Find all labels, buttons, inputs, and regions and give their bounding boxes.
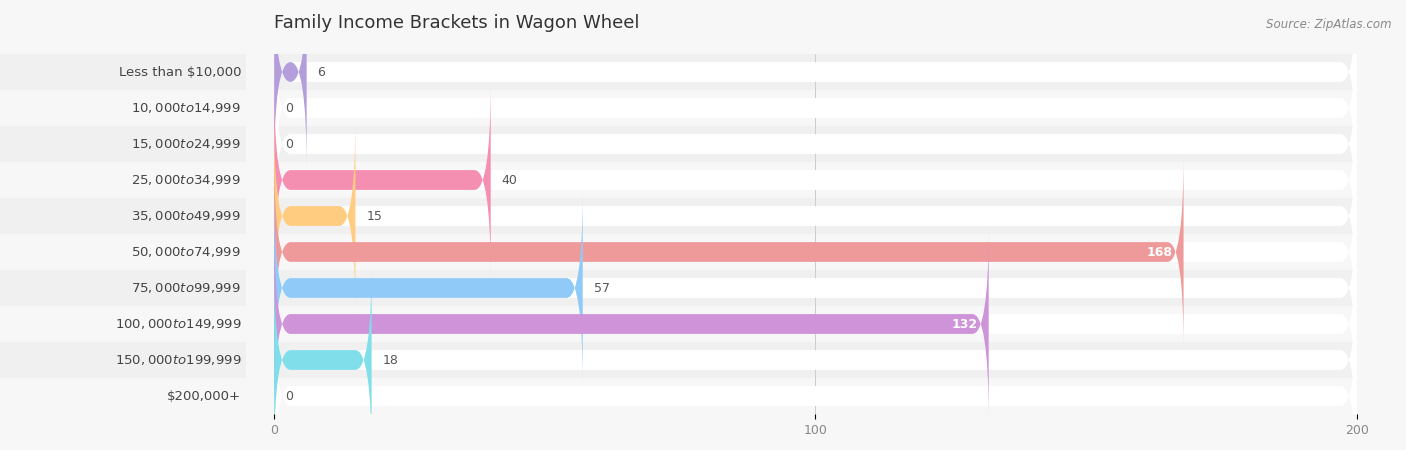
Bar xyxy=(274,90,1357,126)
FancyBboxPatch shape xyxy=(274,118,1357,314)
FancyBboxPatch shape xyxy=(274,190,1357,386)
Bar xyxy=(0,306,246,342)
FancyBboxPatch shape xyxy=(274,0,1357,170)
FancyBboxPatch shape xyxy=(274,190,582,386)
Bar xyxy=(0,342,246,378)
Bar xyxy=(274,378,1357,414)
Text: 132: 132 xyxy=(952,318,979,330)
Bar xyxy=(0,234,246,270)
Bar xyxy=(274,54,1357,90)
Text: 0: 0 xyxy=(285,102,292,114)
Text: Source: ZipAtlas.com: Source: ZipAtlas.com xyxy=(1267,18,1392,31)
FancyBboxPatch shape xyxy=(274,154,1357,350)
Text: $15,000 to $24,999: $15,000 to $24,999 xyxy=(131,137,242,151)
Text: $25,000 to $34,999: $25,000 to $34,999 xyxy=(131,173,242,187)
Bar xyxy=(0,126,246,162)
Text: $35,000 to $49,999: $35,000 to $49,999 xyxy=(131,209,242,223)
FancyBboxPatch shape xyxy=(274,226,988,422)
FancyBboxPatch shape xyxy=(274,10,1357,206)
Bar xyxy=(0,270,246,306)
Bar xyxy=(274,342,1357,378)
Bar xyxy=(274,270,1357,306)
FancyBboxPatch shape xyxy=(274,154,1184,350)
Text: $10,000 to $14,999: $10,000 to $14,999 xyxy=(131,101,242,115)
Text: Family Income Brackets in Wagon Wheel: Family Income Brackets in Wagon Wheel xyxy=(274,14,640,32)
Bar xyxy=(274,306,1357,342)
Text: 18: 18 xyxy=(382,354,398,366)
Text: 0: 0 xyxy=(285,138,292,150)
Text: 40: 40 xyxy=(502,174,517,186)
Text: $100,000 to $149,999: $100,000 to $149,999 xyxy=(115,317,242,331)
Bar xyxy=(0,162,246,198)
Text: 168: 168 xyxy=(1147,246,1173,258)
Bar xyxy=(274,198,1357,234)
Text: 6: 6 xyxy=(318,66,325,78)
Text: $200,000+: $200,000+ xyxy=(167,390,242,402)
FancyBboxPatch shape xyxy=(274,82,1357,278)
Text: Less than $10,000: Less than $10,000 xyxy=(118,66,242,78)
Text: 0: 0 xyxy=(285,390,292,402)
Text: $50,000 to $74,999: $50,000 to $74,999 xyxy=(131,245,242,259)
Text: 57: 57 xyxy=(593,282,610,294)
FancyBboxPatch shape xyxy=(274,226,1357,422)
FancyBboxPatch shape xyxy=(274,82,491,278)
FancyBboxPatch shape xyxy=(274,0,307,170)
Bar xyxy=(0,54,246,90)
FancyBboxPatch shape xyxy=(274,118,356,314)
Bar xyxy=(274,234,1357,270)
Bar xyxy=(0,198,246,234)
FancyBboxPatch shape xyxy=(274,298,1357,450)
Text: $75,000 to $99,999: $75,000 to $99,999 xyxy=(131,281,242,295)
Text: 15: 15 xyxy=(366,210,382,222)
Bar xyxy=(0,90,246,126)
Bar xyxy=(274,162,1357,198)
Bar xyxy=(0,378,246,414)
Bar xyxy=(274,126,1357,162)
FancyBboxPatch shape xyxy=(274,46,1357,242)
Text: $150,000 to $199,999: $150,000 to $199,999 xyxy=(115,353,242,367)
FancyBboxPatch shape xyxy=(274,262,371,450)
FancyBboxPatch shape xyxy=(274,262,1357,450)
